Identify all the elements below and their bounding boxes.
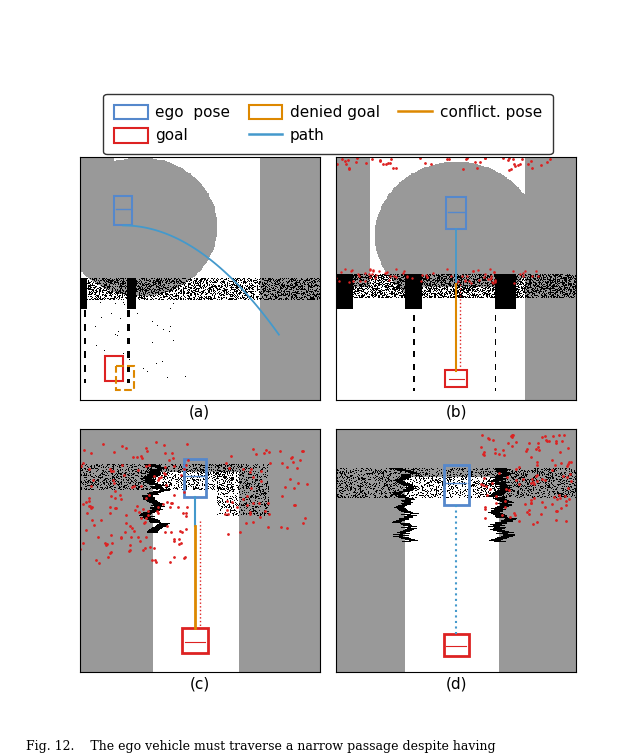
Text: Fig. 12.    The ego vehicle must traverse a narrow passage despite having: Fig. 12. The ego vehicle must traverse a… bbox=[26, 740, 495, 753]
Bar bbox=[104, 356, 122, 381]
Bar bbox=[116, 366, 134, 390]
Bar bbox=[446, 198, 467, 229]
Bar bbox=[444, 465, 468, 505]
Bar bbox=[444, 634, 468, 656]
Bar bbox=[445, 370, 467, 387]
Bar bbox=[114, 196, 132, 226]
X-axis label: (c): (c) bbox=[189, 676, 210, 691]
X-axis label: (a): (a) bbox=[189, 405, 211, 419]
X-axis label: (b): (b) bbox=[445, 405, 467, 419]
Bar bbox=[182, 628, 207, 652]
X-axis label: (d): (d) bbox=[445, 676, 467, 691]
Legend: ego  pose, goal, denied goal, path, conflict. pose: ego pose, goal, denied goal, path, confl… bbox=[104, 94, 552, 154]
Bar bbox=[184, 459, 206, 497]
